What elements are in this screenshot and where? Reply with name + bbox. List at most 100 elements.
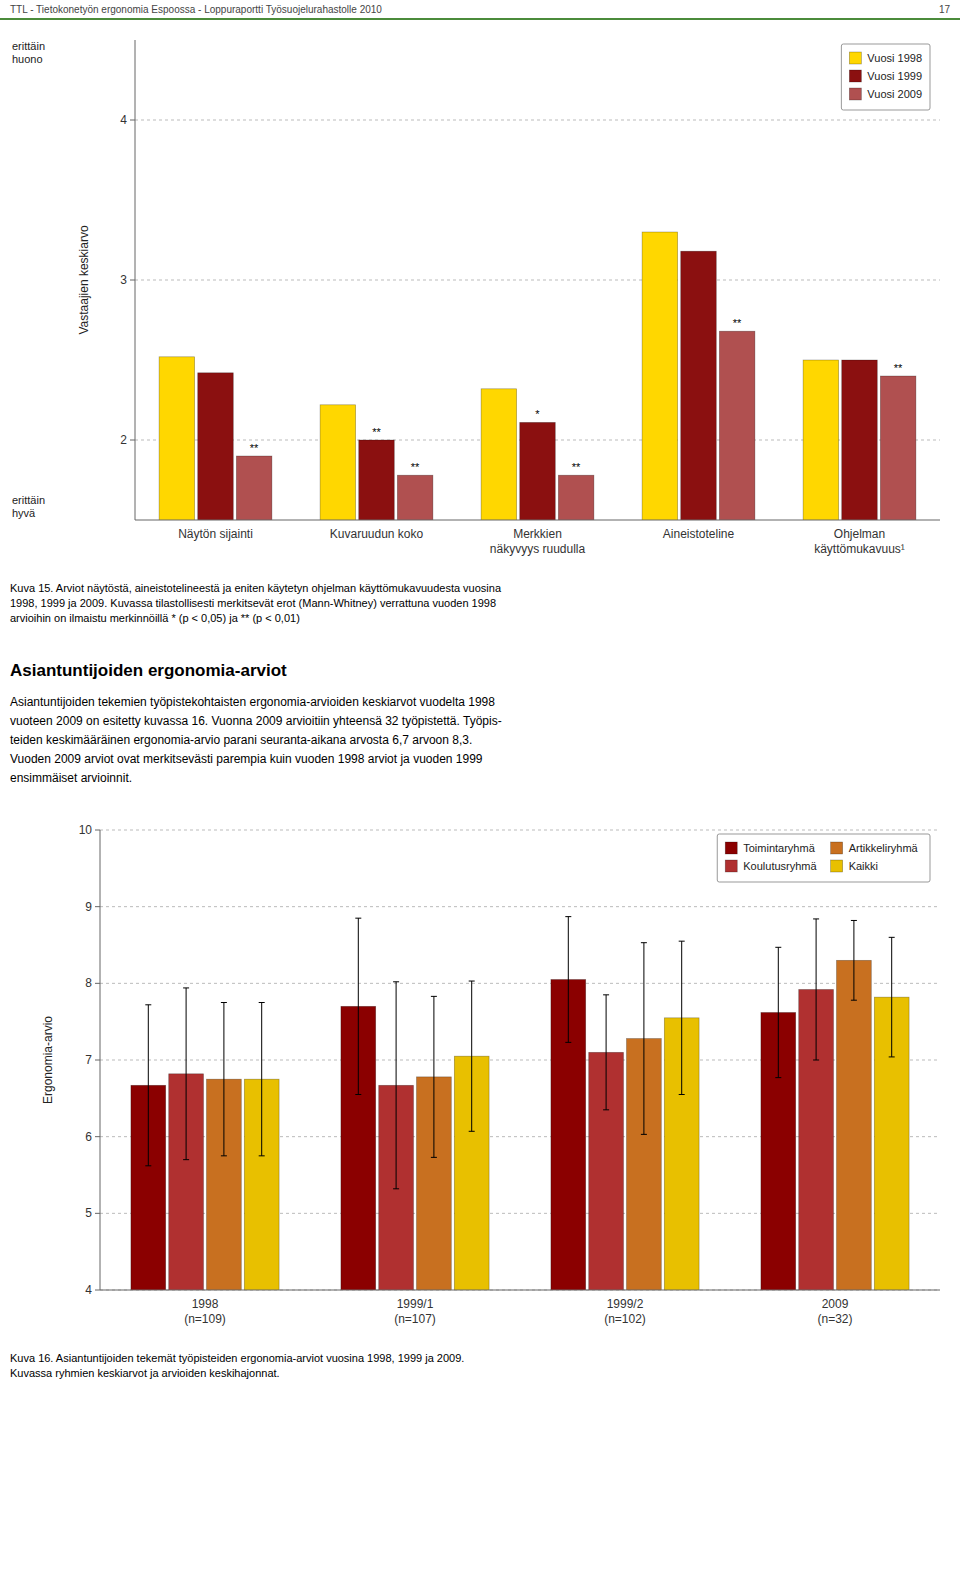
section-text-line: teiden keskimääräinen ergonomia-arvio pa… — [10, 733, 472, 747]
y-tick-label: 4 — [120, 113, 127, 127]
axis-annotation-line: huono — [12, 53, 43, 65]
section-text: Asiantuntijoiden tekemien työpistekohtai… — [10, 695, 502, 785]
x-tick-label: Merkkiennäkyvyys ruudulla — [490, 527, 586, 556]
legend-swatch — [831, 842, 843, 854]
axis-annotation-line: hyvä — [12, 507, 36, 519]
x-tick-label-line: (n=107) — [394, 1312, 436, 1326]
caption-line: Kuva 16. Asiantuntijoiden tekemät työpis… — [10, 1352, 464, 1364]
x-tick-label: Kuvaruudun koko — [330, 527, 424, 541]
bar — [719, 331, 755, 520]
x-tick-label-line: Aineistoteline — [663, 527, 735, 541]
legend-label: Vuosi 1999 — [867, 70, 922, 82]
bar-annotation: ** — [894, 362, 903, 374]
y-tick — [95, 906, 100, 907]
error-bar — [813, 919, 819, 1060]
bar — [159, 357, 195, 520]
bar — [397, 475, 433, 520]
bar — [481, 389, 517, 520]
x-tick-label: 1999/2(n=102) — [604, 1297, 646, 1326]
grid-line — [135, 120, 940, 121]
y-tick-label: 2 — [120, 433, 127, 447]
x-tick-label: 1998(n=109) — [184, 1297, 226, 1326]
legend-swatch — [849, 88, 861, 100]
x-tick-label-line: 1998 — [192, 1297, 219, 1311]
y-tick-label: 10 — [79, 823, 93, 837]
page-number: 17 — [939, 4, 951, 15]
y-tick — [130, 440, 135, 441]
x-tick-label-line: Näytön sijainti — [178, 527, 253, 541]
x-tick-label-line: Ohjelman — [834, 527, 885, 541]
y-tick — [95, 983, 100, 984]
bar — [236, 456, 272, 520]
error-bar — [775, 947, 781, 1077]
x-tick-label-line: näkyvyys ruudulla — [490, 542, 586, 556]
error-bar — [221, 1003, 227, 1156]
bar-annotation: ** — [572, 461, 581, 473]
x-tick-label: 1999/1(n=107) — [394, 1297, 436, 1326]
bar — [558, 475, 594, 520]
y-axis-line — [100, 830, 101, 1290]
header-rule — [0, 18, 960, 20]
page-title: TTL - Tietokonetyön ergonomia Espoossa -… — [10, 4, 382, 15]
error-bar — [603, 995, 609, 1110]
error-bar — [393, 982, 399, 1189]
axis-annotation-line: erittäin — [12, 494, 45, 506]
bar — [880, 376, 916, 520]
error-bar — [679, 941, 685, 1094]
page: TTL - Tietokonetyön ergonomia Espoossa -… — [0, 0, 960, 1592]
legend: Vuosi 1998Vuosi 1999Vuosi 2009 — [841, 44, 930, 110]
legend-label: Kaikki — [849, 860, 878, 872]
chart: 234*************Näytön sijaintiKuvaruudu… — [12, 40, 940, 760]
axis-annotation-line: erittäin — [12, 40, 45, 52]
bar — [520, 422, 556, 520]
caption: Kuva 15. Arviot näytöstä, aineistoteline… — [10, 582, 502, 624]
legend-label: Koulutusryhmä — [743, 860, 817, 872]
bar-annotation: ** — [372, 426, 381, 438]
x-axis-line — [135, 520, 940, 521]
page-title-line: TTL - Tietokonetyön ergonomia Espoossa -… — [10, 4, 382, 15]
legend-label: Toimintaryhmä — [743, 842, 815, 854]
x-tick-label-line: (n=32) — [817, 1312, 852, 1326]
legend-swatch — [849, 70, 861, 82]
caption-line: arvioihin on ilmaistu merkinnöillä * (p … — [10, 612, 300, 624]
bar — [198, 373, 234, 520]
legend-swatch — [725, 842, 737, 854]
legend-label: Artikkeliryhmä — [849, 842, 919, 854]
error-bar — [183, 988, 189, 1160]
y-tick — [95, 1060, 100, 1061]
grid-line — [100, 906, 940, 907]
plot-marks — [131, 917, 909, 1290]
bar — [842, 360, 878, 520]
bar — [837, 960, 872, 1290]
y-tick-label: 5 — [85, 1206, 92, 1220]
bar — [359, 440, 395, 520]
error-bar — [641, 943, 647, 1135]
error-bar — [889, 937, 895, 1057]
y-tick-label: 4 — [85, 1283, 92, 1297]
section-title-line: Asiantuntijoiden ergonomia-arviot — [10, 661, 287, 680]
error-bar — [431, 996, 437, 1157]
bar-annotation: ** — [250, 442, 259, 454]
x-tick-label-line: 1999/2 — [607, 1297, 644, 1311]
error-bar — [145, 1005, 151, 1166]
y-tick-label: 9 — [85, 900, 92, 914]
x-tick-label: 2009(n=32) — [817, 1297, 852, 1326]
x-tick-label-line: 2009 — [822, 1297, 849, 1311]
section-text-line: Asiantuntijoiden tekemien työpistekohtai… — [10, 695, 495, 709]
x-tick-label: Ohjelmankäyttömukavuus¹ — [814, 527, 905, 556]
y-axis-line — [135, 40, 136, 520]
x-tick-label-line: 1999/1 — [397, 1297, 434, 1311]
y-axis-label: Ergonomia-arvio — [41, 1016, 55, 1104]
bar-annotation: * — [535, 408, 540, 420]
y-tick-label: 7 — [85, 1053, 92, 1067]
bar — [681, 251, 717, 520]
x-tick-label: Aineistoteline — [663, 527, 735, 541]
y-tick — [130, 120, 135, 121]
bar — [320, 405, 356, 520]
legend-swatch — [831, 860, 843, 872]
y-tick-label: 8 — [85, 976, 92, 990]
grid-line — [100, 1290, 940, 1291]
y-tick — [95, 830, 100, 831]
x-tick-label-line: (n=109) — [184, 1312, 226, 1326]
error-bar — [851, 920, 857, 1000]
